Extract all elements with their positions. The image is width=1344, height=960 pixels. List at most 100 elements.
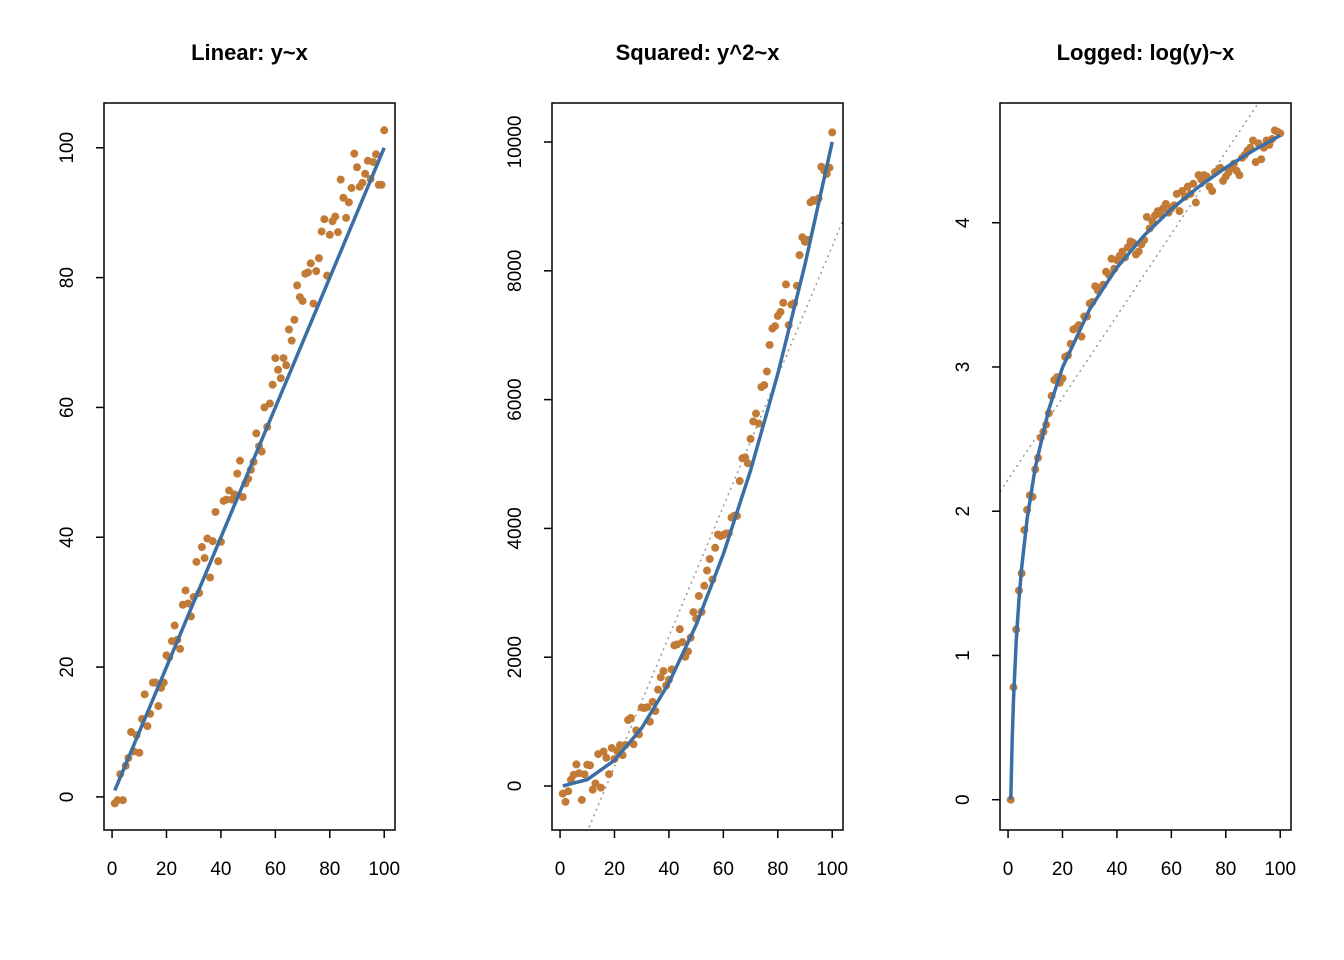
- point: [572, 760, 581, 769]
- fit-line: [113, 147, 386, 792]
- point: [154, 702, 163, 711]
- point: [781, 280, 790, 289]
- point: [377, 180, 386, 189]
- point: [372, 150, 381, 159]
- point: [828, 128, 837, 137]
- point: [342, 213, 351, 222]
- point: [700, 581, 709, 590]
- y-tick-label: 60: [57, 397, 78, 418]
- y-tick-label: 6000: [505, 378, 526, 420]
- x-tick-label: 80: [1215, 859, 1236, 880]
- point: [184, 599, 193, 608]
- y-tick-label: 4000: [505, 507, 526, 549]
- point: [703, 566, 712, 575]
- point: [135, 748, 144, 757]
- point: [564, 787, 573, 796]
- y-tick-label: 8000: [505, 250, 526, 292]
- x-tick-label: 40: [658, 859, 679, 880]
- y-tick-label: 100: [57, 132, 78, 164]
- point: [577, 795, 586, 804]
- point: [659, 667, 668, 676]
- point: [271, 354, 280, 363]
- point: [765, 340, 774, 349]
- point: [344, 198, 353, 207]
- fit-line: [562, 141, 834, 788]
- point: [312, 267, 321, 276]
- point: [192, 557, 201, 566]
- point: [711, 543, 720, 552]
- y-tick-label: 2000: [505, 636, 526, 678]
- point: [304, 268, 313, 277]
- point: [317, 227, 326, 236]
- point: [741, 453, 750, 462]
- point: [140, 690, 149, 699]
- point: [197, 542, 206, 551]
- point: [339, 193, 348, 202]
- y-tick-label: 4: [953, 217, 974, 228]
- point: [233, 469, 242, 478]
- point: [602, 753, 611, 762]
- x-tick-label: 0: [555, 859, 566, 880]
- x-tick-label: 60: [265, 859, 286, 880]
- point: [293, 281, 302, 290]
- point: [654, 685, 663, 694]
- point: [298, 296, 307, 305]
- y-tick-label: 80: [57, 267, 78, 288]
- point: [353, 163, 362, 172]
- x-tick-label: 100: [368, 859, 400, 880]
- point: [176, 644, 185, 653]
- point: [309, 299, 318, 308]
- point: [284, 325, 293, 334]
- chart-title: Linear: y~x: [191, 40, 309, 65]
- point: [735, 477, 744, 486]
- x-tick-label: 20: [1052, 859, 1073, 880]
- point: [325, 230, 334, 239]
- point: [252, 429, 261, 438]
- point: [689, 608, 698, 617]
- y-tick-label: 3: [953, 362, 974, 373]
- chart-title: Squared: y^2~x: [616, 40, 781, 65]
- point: [235, 456, 244, 465]
- point: [181, 586, 190, 595]
- point: [705, 555, 714, 564]
- x-tick-label: 40: [1106, 859, 1127, 880]
- point: [287, 336, 296, 345]
- x-tick-label: 100: [1264, 859, 1296, 880]
- point: [760, 381, 769, 390]
- point: [561, 797, 570, 806]
- point: [580, 770, 589, 779]
- point: [776, 307, 785, 316]
- point: [206, 573, 215, 582]
- trend-line: [587, 220, 843, 830]
- plot-frame: [999, 102, 1292, 831]
- point: [1235, 171, 1244, 180]
- point: [771, 322, 780, 331]
- point: [350, 149, 359, 158]
- y-tick-label: 10000: [505, 116, 526, 169]
- point: [694, 591, 703, 600]
- y-tick-label: 2: [953, 506, 974, 517]
- point: [1257, 155, 1266, 164]
- point: [746, 434, 755, 443]
- point: [143, 722, 152, 731]
- point: [599, 747, 608, 756]
- point: [265, 399, 274, 408]
- x-tick-label: 0: [1003, 859, 1014, 880]
- point: [200, 554, 209, 563]
- x-tick-label: 80: [767, 859, 788, 880]
- point: [754, 419, 763, 428]
- point: [1175, 207, 1184, 216]
- y-tick-label: 20: [57, 657, 78, 678]
- point: [358, 178, 367, 187]
- x-tick-label: 0: [107, 859, 118, 880]
- x-tick-label: 60: [713, 859, 734, 880]
- chart-title: Logged: log(y)~x: [1057, 40, 1236, 65]
- point: [211, 507, 220, 516]
- point: [1191, 198, 1200, 207]
- x-tick-label: 100: [816, 859, 848, 880]
- y-tick-label: 0: [505, 781, 526, 792]
- point: [1189, 179, 1198, 188]
- point: [591, 779, 600, 788]
- panel: Linear: y~x 0 20 40 60 80 100 0 20 40 60 80 100: [57, 40, 400, 880]
